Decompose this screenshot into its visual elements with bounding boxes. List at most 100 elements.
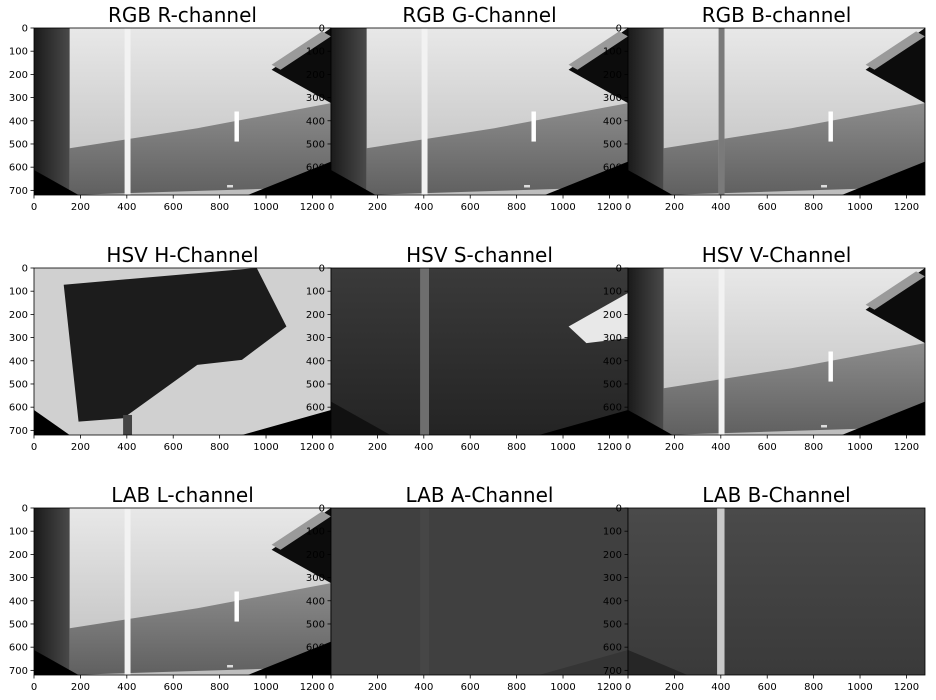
panel-title: LAB L-channel [111,483,254,507]
edge-stripe [271,511,331,550]
x-tick-label: 400 [117,442,136,453]
y-tick-label: 0 [22,264,28,275]
axes-frame [627,267,926,436]
image-background [331,268,628,435]
y-tick-label: 100 [9,47,28,58]
y-tick-label: 200 [306,550,325,561]
y-tick-label: 500 [9,379,28,390]
lower-right-black [247,161,331,195]
x-tick-label: 200 [665,682,684,693]
lower-right-black [241,409,331,435]
x-tick-label: 800 [507,442,526,453]
x-tick-label: 600 [164,682,183,693]
y-tick-label: 600 [306,643,325,654]
y-tick-label: 600 [9,163,28,174]
y-tick-label: 400 [9,116,28,127]
y-tick-label: 200 [9,550,28,561]
left-dark-region [34,508,70,675]
x-tick-label: 0 [328,682,334,693]
x-tick-label: 400 [117,682,136,693]
lane-fragment [821,424,827,428]
panel-lab-b: LAB B-Channel 0 200 400 600 800 1000 1200 0 100 20… [603,483,926,693]
lower-left-black [628,169,673,195]
right-lane-dash [234,591,239,622]
y-tick-label: 300 [603,573,622,584]
y-tick-label: 700 [306,426,325,437]
y-tick-label: 0 [616,504,622,515]
x-tick-label: 0 [625,682,631,693]
x-tick-label: 1000 [550,682,575,693]
y-tick-label: 300 [9,333,28,344]
y-tick-label: 300 [9,573,28,584]
y-tick-label: 600 [603,403,622,414]
lane-line-faint [420,508,430,675]
y-tick-label: 100 [9,287,28,298]
bright-patch [568,293,628,344]
y-tick-label: 600 [306,163,325,174]
panel-title: LAB B-Channel [702,483,850,507]
image-background [331,508,628,675]
y-tick-label: 100 [306,47,325,58]
panel-title: LAB A-Channel [406,483,554,507]
y-tick-label: 700 [603,426,622,437]
x-tick-label: 200 [665,202,684,213]
road-surface [69,583,331,675]
panel-title: RGB R-channel [108,3,257,27]
y-tick-label: 700 [306,666,325,677]
y-tick-label: 300 [9,93,28,104]
y-tick-label: 200 [9,310,28,321]
left-dark-region [628,28,664,195]
lower-right-region [538,649,628,675]
edge-stripe [568,31,628,70]
lane-fragment [227,664,233,668]
y-tick-label: 0 [22,24,28,35]
x-tick-label: 1200 [597,202,622,213]
left-dark-region [628,268,664,435]
y-tick-label: 600 [9,643,28,654]
right-lane-dash [531,111,536,142]
y-tick-label: 500 [306,619,325,630]
y-tick-label: 0 [319,264,325,275]
x-tick-label: 600 [164,202,183,213]
lower-right-black [841,161,925,195]
y-tick-label: 0 [22,504,28,515]
y-tick-label: 0 [616,264,622,275]
road-surface [69,103,331,195]
y-tick-label: 100 [603,527,622,538]
y-tick-label: 400 [306,596,325,607]
x-tick-label: 1200 [300,682,325,693]
y-tick-label: 600 [9,403,28,414]
x-tick-label: 600 [164,442,183,453]
panel-rgb-b: RGB B-channel 0 200 400 600 800 1000 1200 0 100 20… [603,3,926,213]
y-tick-label: 0 [616,24,622,35]
x-tick-label: 0 [328,202,334,213]
panel-title: HSV V-Channel [702,243,852,267]
channel-image [331,268,628,435]
x-tick-label: 1000 [253,682,278,693]
lower-left-black [34,649,79,675]
y-tick-label: 100 [306,287,325,298]
x-tick-label: 400 [711,202,730,213]
edge-stripe [865,271,925,310]
y-tick-label: 400 [9,596,28,607]
x-tick-label: 400 [711,442,730,453]
y-tick-label: 400 [9,356,28,367]
y-tick-label: 500 [306,379,325,390]
right-lane-dash [828,111,833,142]
left-lane-line [421,28,428,195]
y-tick-label: 200 [306,70,325,81]
x-tick-label: 800 [804,682,823,693]
upper-right-dark [568,28,628,104]
lower-right-black [247,641,331,675]
y-tick-label: 200 [306,310,325,321]
axes-frame [627,507,926,676]
x-tick-label: 600 [461,682,480,693]
x-tick-label: 200 [71,442,90,453]
x-tick-label: 1000 [847,682,872,693]
y-tick-label: 500 [9,619,28,630]
